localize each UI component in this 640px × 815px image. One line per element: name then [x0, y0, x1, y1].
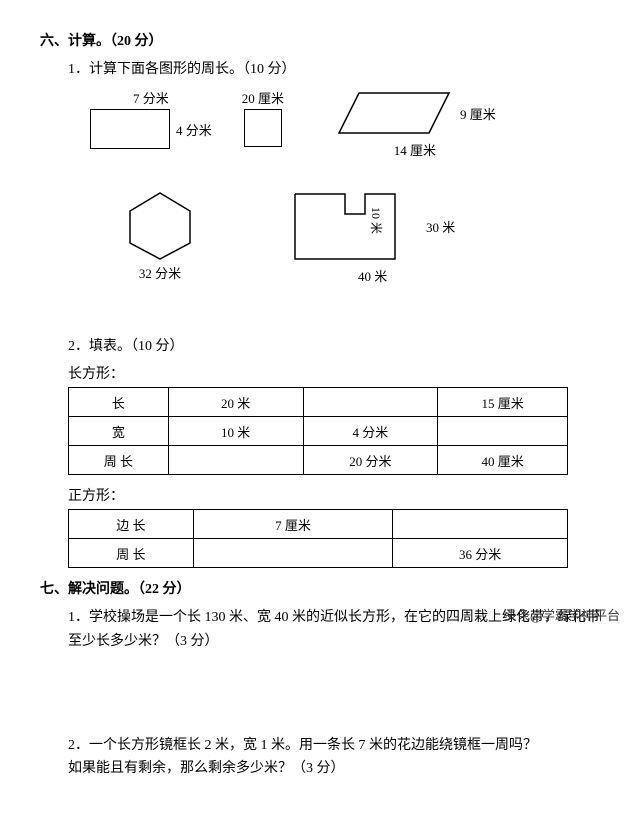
para-base-label: 14 厘米 — [394, 140, 436, 159]
para-side-label: 9 厘米 — [460, 104, 496, 123]
hexagon-icon — [120, 189, 200, 261]
square-width-label: 20 厘米 — [242, 88, 284, 107]
section-6: 六、计算。（20 分） 1．计算下面各图形的周长。（10 分） 7 分米 4 分… — [40, 30, 600, 568]
shapes-row-1: 7 分米 4 分米 20 厘米 9 厘米 14 厘米 — [90, 88, 600, 159]
table-row: 周 长 36 分米 — [69, 539, 568, 568]
table2-label: 正方形： — [68, 485, 600, 505]
rectangle-table: 长 20 米 15 厘米 宽 10 米 4 分米 周 长 20 分米 40 厘米 — [68, 387, 568, 475]
table-row: 周 长 20 分米 40 厘米 — [69, 446, 568, 475]
cell: 7 厘米 — [193, 510, 393, 539]
notched-inner-label: 10 米 — [369, 207, 383, 234]
notched-height-label: 30 米 — [426, 217, 455, 236]
notched-base-label: 40 米 — [358, 266, 387, 285]
table1-label: 长方形： — [68, 363, 600, 383]
cell: 边 长 — [69, 510, 194, 539]
q7-2-line2: 如果能且有剩余，那么剩余多少米？（3 分） — [68, 761, 345, 776]
rect-height-label: 4 分米 — [176, 120, 212, 139]
shape-rectangle: 7 分米 4 分米 — [90, 88, 212, 149]
rect-width-label: 7 分米 — [133, 88, 169, 107]
cell: 周 长 — [69, 539, 194, 568]
shape-parallelogram: 9 厘米 14 厘米 — [334, 88, 496, 159]
cell — [193, 539, 393, 568]
rectangle-icon — [90, 109, 170, 149]
table-row: 长 20 米 15 厘米 — [69, 388, 568, 417]
table-row: 宽 10 米 4 分米 — [69, 417, 568, 446]
notched-rect-icon: 10 米 — [290, 189, 420, 264]
cell: 宽 — [69, 417, 169, 446]
square-table: 边 长 7 厘米 周 长 36 分米 — [68, 509, 568, 568]
cell: 周 长 — [69, 446, 169, 475]
cell: 4 分米 — [303, 417, 438, 446]
q6-1-text: 1．计算下面各图形的周长。（10 分） — [68, 58, 600, 78]
cell — [393, 510, 568, 539]
cell — [303, 388, 438, 417]
cell: 10 米 — [168, 417, 303, 446]
hex-side-label: 32 分米 — [139, 263, 181, 282]
q6-2-text: 2．填表。（10 分） — [68, 335, 600, 355]
shape-hexagon: 32 分米 — [120, 189, 200, 282]
cell: 长 — [69, 388, 169, 417]
cell: 15 厘米 — [438, 388, 568, 417]
q7-2-line1: 2．一个长方形镜框长 2 米，宽 1 米。用一条长 7 米的花边能绕镜框一周吗？ — [68, 738, 537, 753]
square-icon — [244, 109, 282, 147]
cell — [168, 446, 303, 475]
cell — [438, 417, 568, 446]
cell: 20 米 — [168, 388, 303, 417]
shape-square: 20 厘米 — [242, 88, 284, 147]
parallelogram-icon — [334, 88, 454, 138]
section-6-title: 六、计算。（20 分） — [40, 30, 600, 50]
table-row: 边 长 7 厘米 — [69, 510, 568, 539]
cell: 36 分米 — [393, 539, 568, 568]
q7-2: 2．一个长方形镜框长 2 米，宽 1 米。用一条长 7 米的花边能绕镜框一周吗？… — [68, 734, 600, 782]
section-7-title: 七、解决问题。（22 分） — [40, 578, 600, 598]
cell: 40 厘米 — [438, 446, 568, 475]
watermark: 头条@学霸学神平台 — [504, 605, 620, 624]
shape-notched: 10 米 30 米 40 米 — [290, 189, 455, 285]
shapes-row-2: 32 分米 10 米 30 米 40 米 — [90, 189, 600, 285]
cell: 20 分米 — [303, 446, 438, 475]
